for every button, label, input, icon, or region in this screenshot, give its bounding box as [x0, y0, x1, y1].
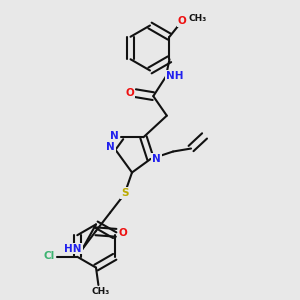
Text: N: N [106, 142, 115, 152]
Text: O: O [178, 16, 187, 26]
Text: HN: HN [64, 244, 82, 254]
Text: S: S [121, 188, 128, 198]
Text: CH₃: CH₃ [91, 287, 109, 296]
Text: N: N [110, 131, 118, 141]
Text: O: O [125, 88, 134, 98]
Text: NH: NH [166, 71, 184, 81]
Text: N: N [152, 154, 161, 164]
Text: O: O [118, 228, 127, 239]
Text: CH₃: CH₃ [189, 14, 207, 23]
Text: Cl: Cl [44, 251, 55, 261]
